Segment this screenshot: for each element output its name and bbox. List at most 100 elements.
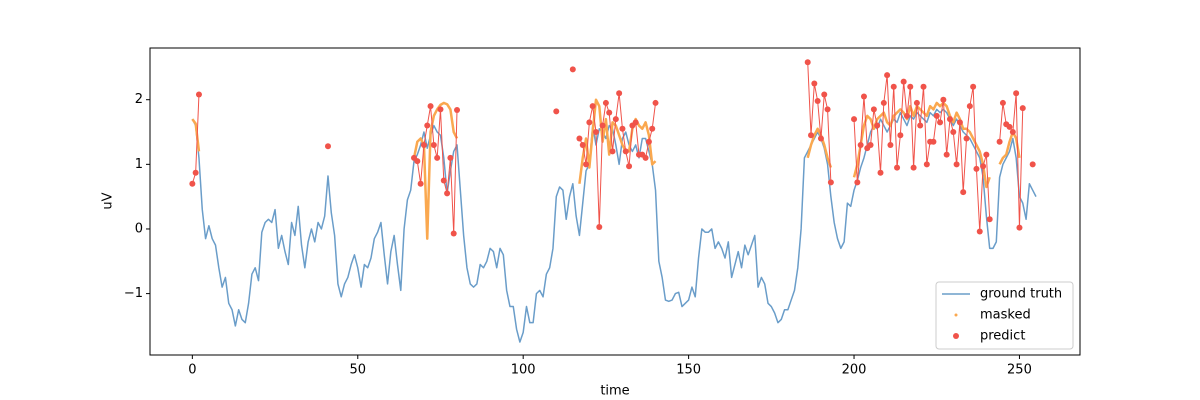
predict-point: [454, 107, 461, 114]
legend-label: ground truth: [980, 287, 1062, 302]
predict-point: [910, 164, 917, 171]
predict-point: [586, 119, 593, 126]
predict-point: [930, 138, 937, 145]
predict-point: [569, 66, 576, 73]
predict-point: [860, 93, 867, 100]
predict-point: [817, 135, 824, 142]
y-tick-label: 2: [135, 92, 143, 107]
y-tick-label: 0: [135, 221, 143, 236]
y-tick-label: −1: [124, 286, 143, 301]
predict-point: [808, 132, 815, 139]
predict-point: [960, 189, 967, 196]
predict-point: [626, 163, 633, 170]
predict-point: [612, 116, 619, 123]
predict-point: [890, 83, 897, 90]
predict-point: [1009, 129, 1016, 136]
predict-point: [602, 99, 609, 106]
predict-point: [870, 106, 877, 113]
predict-point: [645, 138, 652, 145]
predict-point: [649, 125, 656, 132]
predict-point: [414, 158, 421, 165]
predict-point: [854, 179, 861, 186]
predict-point: [622, 148, 629, 155]
predict-point: [824, 106, 831, 113]
predict-point: [589, 103, 596, 110]
predict-point: [933, 112, 940, 119]
predict-point: [596, 224, 603, 231]
predict-point: [880, 99, 887, 106]
predict-point: [963, 135, 970, 142]
legend: ground truth masked predict: [935, 281, 1074, 350]
predict-point: [324, 143, 331, 150]
legend-marker: [954, 313, 958, 317]
predict-point: [427, 103, 434, 110]
predict-point: [851, 116, 858, 123]
predict-point: [996, 138, 1003, 145]
predict-point: [953, 161, 960, 168]
predict-point: [874, 122, 881, 129]
predict-point: [946, 116, 953, 123]
x-tick-label: 100: [511, 363, 536, 378]
predict-point: [827, 179, 834, 186]
predict-point: [609, 148, 616, 155]
predict-point: [966, 103, 973, 110]
predict-point: [192, 169, 199, 176]
legend-marker: [953, 333, 959, 339]
predict-point: [1016, 224, 1023, 231]
x-tick-label: 50: [349, 363, 366, 378]
predict-point: [579, 141, 586, 148]
plot-frame: [149, 47, 1081, 356]
predict-point: [424, 122, 431, 129]
predict-point: [632, 119, 639, 126]
x-tick-label: 0: [188, 363, 196, 378]
predict-point: [950, 129, 957, 136]
predict-point: [821, 91, 828, 98]
predict-point: [652, 99, 659, 106]
predict-point: [430, 141, 437, 148]
predict-point: [970, 83, 977, 90]
predict-point: [907, 83, 914, 90]
predict-point: [1019, 105, 1026, 112]
predict-point: [884, 72, 891, 79]
predict-point: [887, 141, 894, 148]
predict-point: [814, 97, 821, 104]
x-tick-label: 250: [1007, 363, 1032, 378]
predict-point: [937, 119, 944, 126]
predict-point: [867, 141, 874, 148]
predict-point: [811, 80, 818, 87]
predict-point: [857, 141, 864, 148]
predict-point: [894, 164, 901, 171]
predict-point: [447, 154, 454, 161]
predict-point: [1029, 161, 1036, 168]
predict-point: [1013, 90, 1020, 97]
predict-point: [619, 125, 626, 132]
predict-point: [897, 132, 904, 139]
predict-point: [913, 99, 920, 106]
predict-point: [877, 169, 884, 176]
predict-point: [606, 109, 613, 116]
predict-point: [195, 91, 202, 98]
y-axis-label: uV: [101, 192, 116, 209]
x-tick-label: 150: [676, 363, 701, 378]
legend-box: [935, 281, 1074, 350]
predict-point: [616, 90, 623, 97]
predict-point: [999, 99, 1006, 106]
x-axis-label: time: [600, 384, 629, 399]
predict-point: [1006, 123, 1013, 130]
predict-point: [903, 112, 910, 119]
predict-point: [986, 216, 993, 223]
predict-point: [956, 119, 963, 126]
predict-point: [900, 78, 907, 85]
predict-point: [417, 180, 424, 187]
predict-point: [444, 190, 451, 197]
predict-point: [583, 161, 590, 168]
predict-point: [440, 177, 447, 184]
legend-label: masked: [980, 308, 1031, 323]
predict-point: [576, 135, 583, 142]
series-line: [191, 108, 1037, 343]
predict-point: [420, 141, 427, 148]
predict-point: [980, 163, 987, 170]
x-tick-label: 200: [842, 363, 867, 378]
predict-point: [976, 228, 983, 235]
